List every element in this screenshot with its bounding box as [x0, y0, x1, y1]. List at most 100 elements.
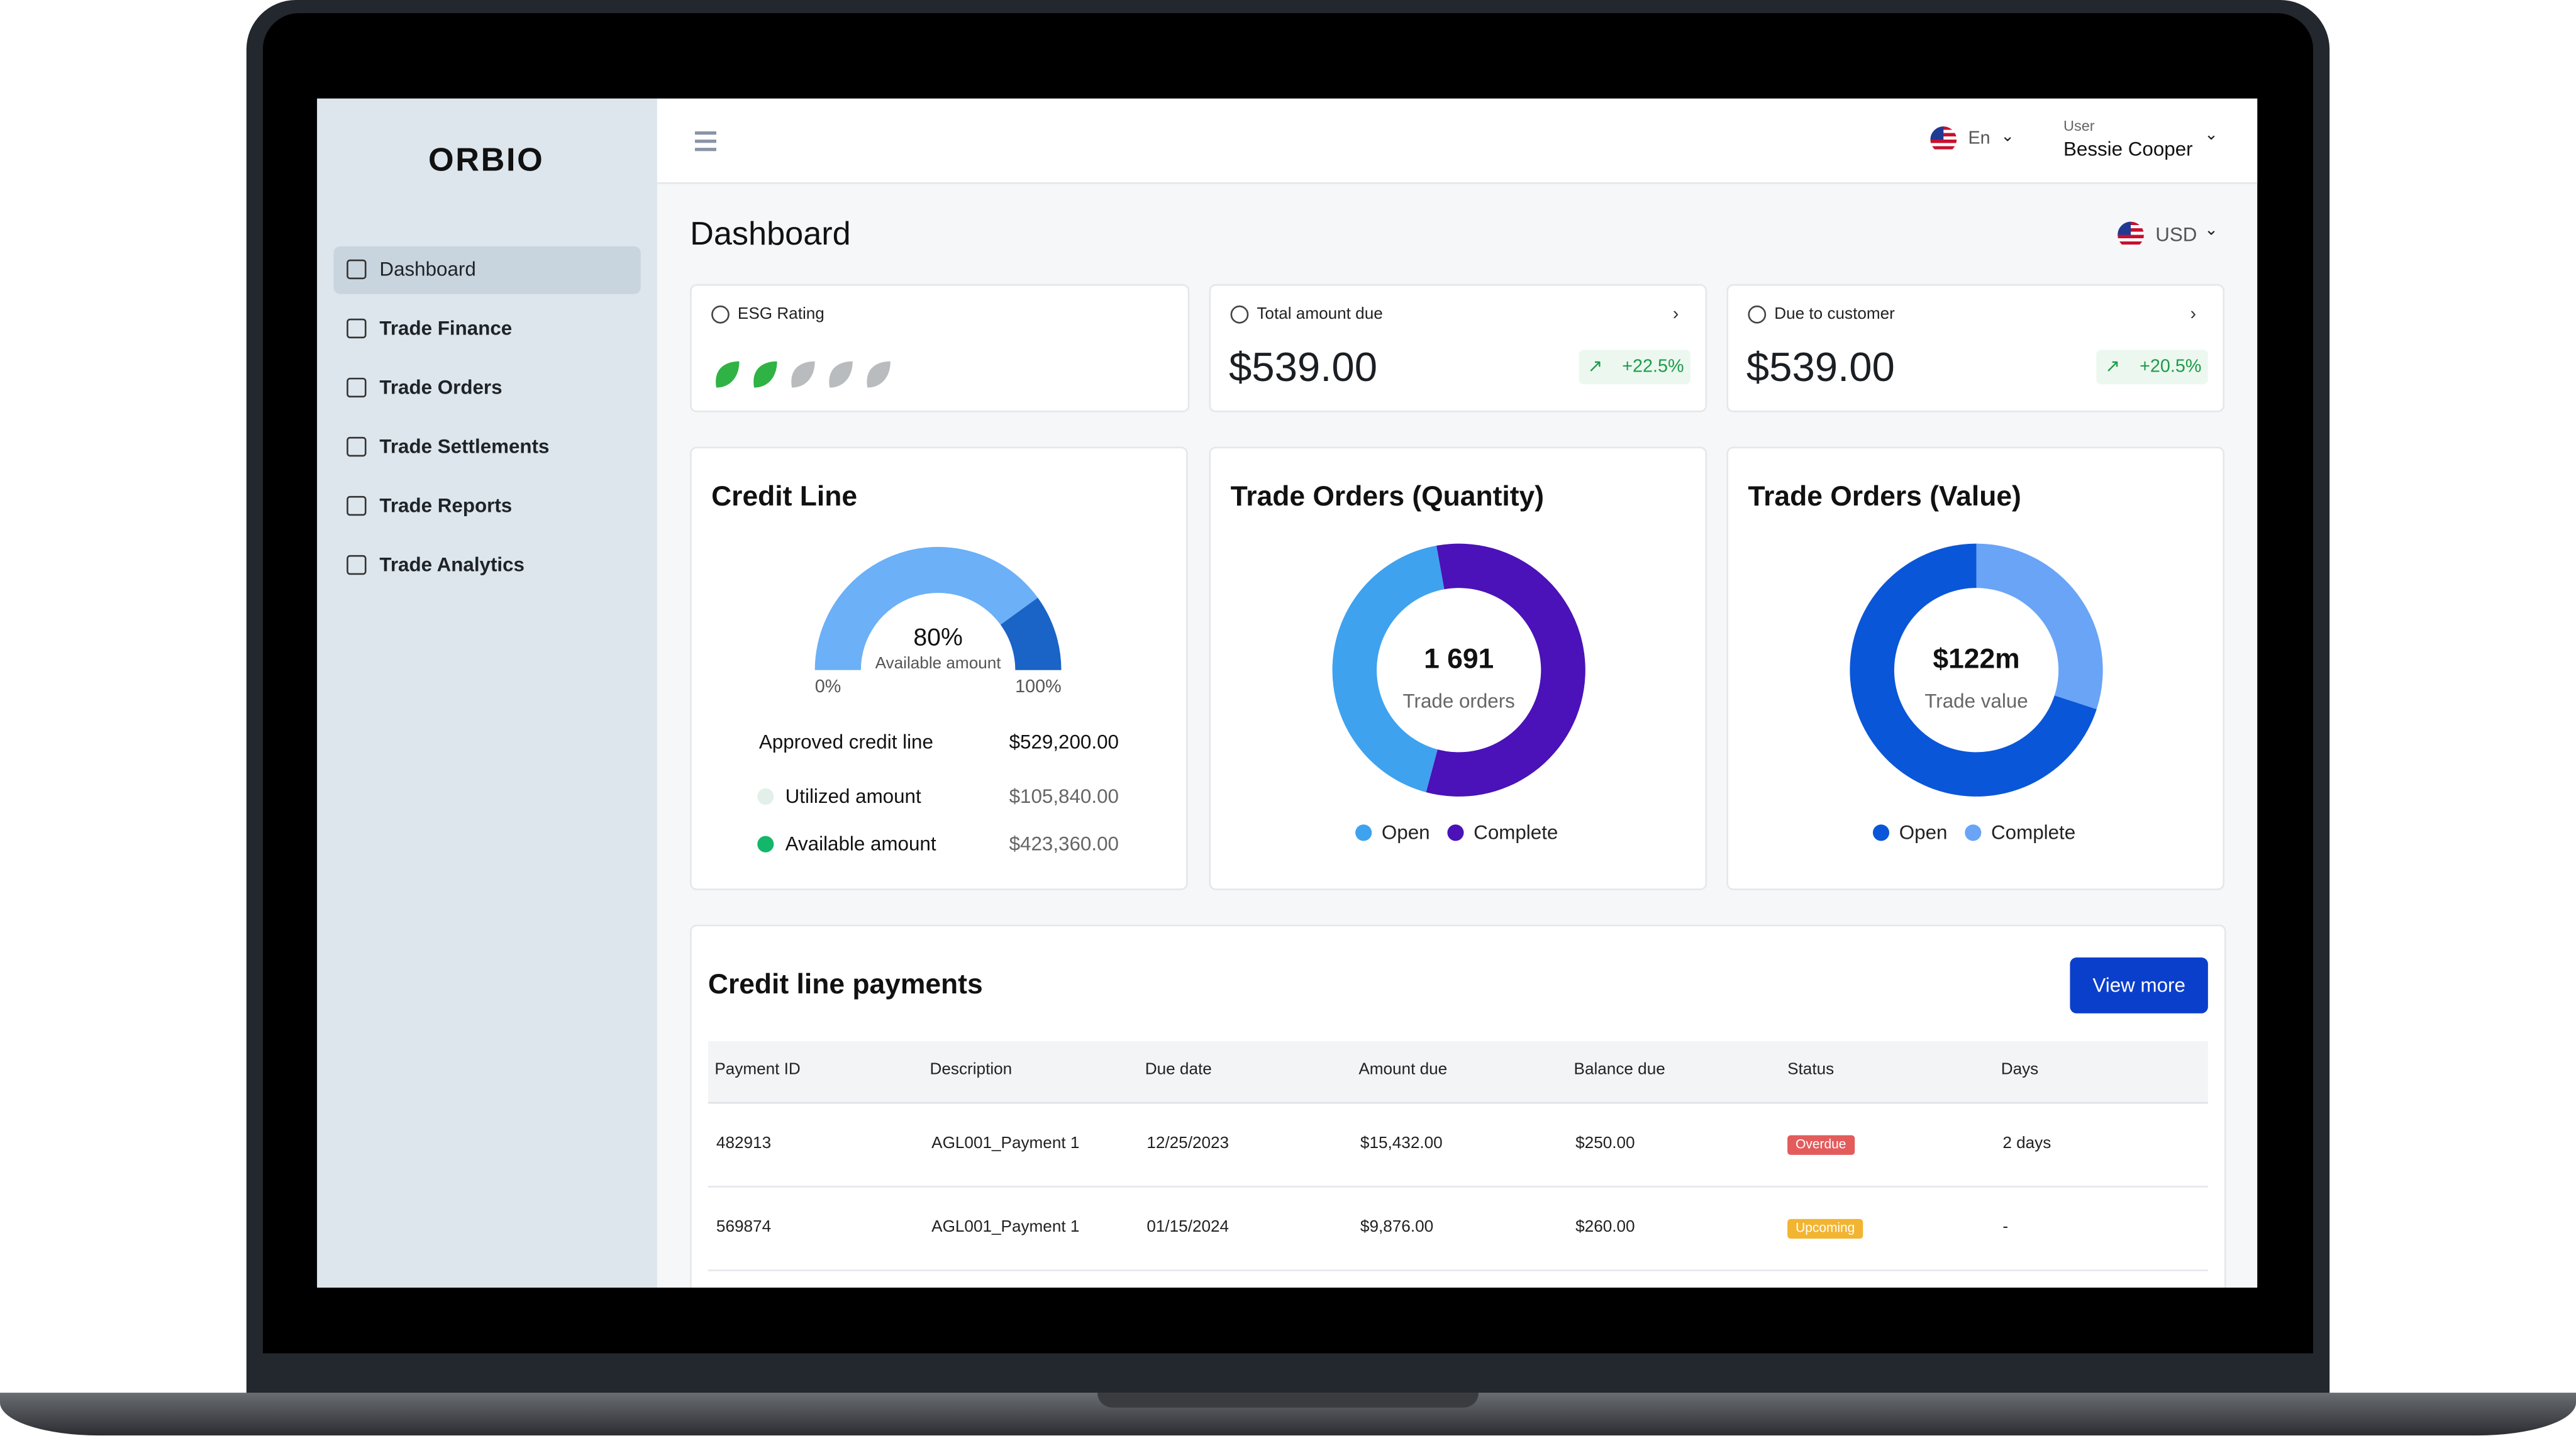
table-cell: AGL001_Payment 1: [931, 1135, 1080, 1153]
donut: [1332, 543, 1585, 797]
legend-dot: [1447, 824, 1464, 841]
credit-row-label: Utilized amount: [785, 785, 921, 808]
table-cell: 01/15/2024: [1146, 1218, 1230, 1237]
table-cell: $260.00: [1575, 1218, 1635, 1237]
column-header: Days: [2001, 1061, 2039, 1080]
donut-segment: [1426, 543, 1585, 797]
donut-segment: [1976, 543, 2103, 709]
top-bar: [657, 98, 2258, 184]
nav-item[interactable]: Trade Settlements: [379, 434, 550, 458]
change-badge: [2096, 350, 2208, 385]
stat-icon: [1748, 305, 1767, 324]
nav-item[interactable]: Trade Analytics: [379, 553, 525, 577]
table-cell: -: [2002, 1218, 2009, 1237]
esg-leaves: [716, 361, 891, 388]
stat-change: +22.5%: [1622, 356, 1684, 377]
chevron-right: ›: [1672, 304, 1679, 324]
language[interactable]: En: [1968, 128, 1990, 149]
view-more-button[interactable]: [2070, 957, 2208, 1013]
chevron: ⌄: [2204, 221, 2219, 240]
donut-card: [1726, 446, 2224, 890]
legend-dot: [1872, 824, 1890, 841]
chevron: ⌄: [2204, 126, 2219, 145]
donut-center-value: $122m: [1933, 643, 2020, 675]
nav-item[interactable]: Trade Reports: [379, 494, 513, 517]
legend-dot: [1965, 824, 1982, 841]
view-more-label[interactable]: View more: [2092, 973, 2185, 997]
user-name[interactable]: Bessie Cooper: [2063, 137, 2193, 161]
card-title: Credit Line: [711, 480, 858, 512]
card-title: Trade Orders (Value): [1748, 480, 2021, 512]
esg-leaf: [753, 361, 777, 388]
stat-card[interactable]: [1209, 284, 1707, 412]
stat-card[interactable]: [1726, 284, 2224, 412]
chevron-right: ›: [2190, 304, 2197, 324]
legend-label: Open: [1899, 820, 1948, 844]
credit-row-label: Approved credit line: [758, 730, 933, 754]
nav-item[interactable]: Trade Finance: [379, 316, 513, 340]
credit-row-value: $105,840.00: [1009, 785, 1119, 808]
table-cell: $250.00: [1575, 1135, 1635, 1153]
table-cell: $9,876.00: [1360, 1218, 1434, 1237]
nav-icon: [347, 318, 367, 339]
table-title: Credit line payments: [708, 968, 983, 1000]
user-label: User: [2063, 118, 2095, 135]
stat-value: $539.00: [1746, 345, 1895, 391]
stat-label: ESG Rating: [737, 305, 824, 324]
nav-icon: [347, 259, 367, 280]
esg-leaf: [791, 361, 815, 388]
credit-row-label: Available amount: [785, 832, 936, 856]
brand-logo: ORBIO: [428, 143, 545, 179]
stat-card: [690, 284, 1190, 412]
stat-label: Due to customer: [1774, 305, 1895, 324]
donut-center-label: Trade value: [1924, 689, 2028, 713]
legend-dot: [757, 788, 774, 805]
nav-active-bg[interactable]: [333, 246, 641, 294]
column-header: Amount due: [1358, 1061, 1448, 1080]
nav-icon: [347, 436, 367, 457]
donut-segment: [1850, 543, 2097, 797]
chevron: ⌄: [2001, 128, 2015, 146]
legend-dot: [757, 836, 774, 853]
flag-canton: [2118, 221, 2131, 235]
nav-item[interactable]: Trade Orders: [379, 375, 502, 399]
column-header: Due date: [1145, 1061, 1212, 1080]
table-cell: $15,432.00: [1360, 1135, 1443, 1153]
sidebar: [317, 98, 657, 1288]
stat-icon: [1230, 305, 1249, 324]
app-window: ORBIO Dashboard Trade Finance Trade Orders T…: [317, 98, 2258, 1288]
table-cell: AGL001_Payment 1: [931, 1218, 1080, 1237]
stat-value: $539.00: [1228, 345, 1378, 391]
currency[interactable]: USD: [2155, 223, 2197, 246]
donut-card: [1209, 446, 1707, 890]
donut-center-label: Trade orders: [1402, 689, 1515, 713]
nav-item[interactable]: Dashboard: [379, 257, 476, 281]
menu-icon-line: [694, 140, 716, 142]
gauge-caption: Available amount: [875, 655, 1001, 674]
change-badge: [1579, 350, 1690, 385]
stat-label: Total amount due: [1257, 305, 1383, 324]
nav-icon: [347, 377, 367, 398]
table-cell: 12/25/2023: [1146, 1135, 1230, 1153]
page-title: Dashboard: [690, 216, 851, 253]
gauge-value: 80%: [913, 624, 963, 653]
esg-leaf: [867, 361, 891, 388]
gauge-min: 0%: [814, 677, 841, 697]
row-divider: [708, 1186, 2208, 1188]
column-header: Payment ID: [714, 1061, 801, 1080]
column-header: Status: [1787, 1061, 1835, 1080]
donut-center-value: 1 691: [1424, 643, 1494, 675]
gauge-available: [814, 546, 1038, 670]
status-badge: Overdue: [1787, 1135, 1855, 1154]
legend-label: Open: [1381, 820, 1430, 844]
stat-icon: [711, 305, 730, 324]
column-header: Description: [930, 1061, 1013, 1080]
stat-change: +20.5%: [2140, 356, 2202, 377]
trend-icon: ↗: [1587, 356, 1603, 377]
credit-row-value: $529,200.00: [1009, 730, 1119, 754]
donut: [1850, 543, 2103, 797]
flag-canton: [1930, 126, 1944, 140]
credit-row-value: $423,360.00: [1009, 832, 1119, 856]
table-cell: 2 days: [2002, 1135, 2051, 1153]
